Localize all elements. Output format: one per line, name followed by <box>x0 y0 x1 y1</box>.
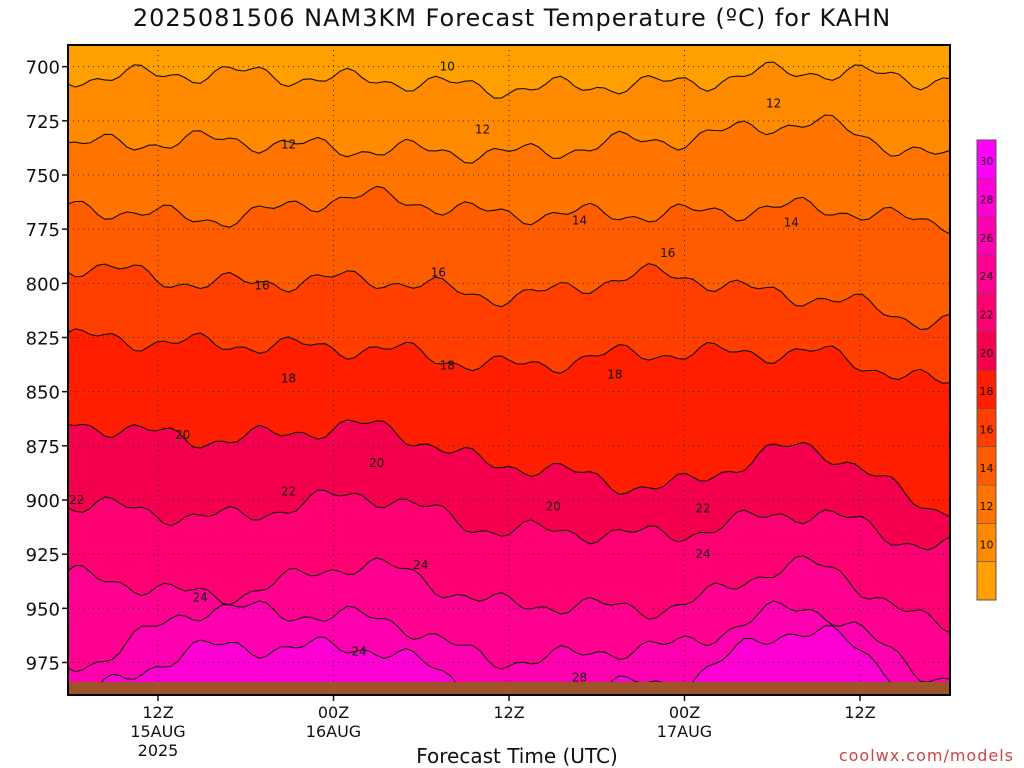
contour-label-18: 18 <box>281 372 296 386</box>
colorbar-tick-14: 14 <box>980 462 994 475</box>
colorbar-swatch <box>977 370 996 409</box>
x-tick-label: 17AUG <box>657 722 712 741</box>
x-tick-label: 15AUG <box>130 722 185 741</box>
contour-label-12: 12 <box>281 138 296 152</box>
temperature-fill-bands <box>68 45 950 696</box>
y-tick-label-925: 925 <box>26 545 60 566</box>
contour-label-22: 22 <box>281 484 296 498</box>
contour-label-12: 12 <box>475 123 490 137</box>
contour-label-20: 20 <box>175 428 190 442</box>
contour-label-16: 16 <box>660 246 675 260</box>
y-tick-label-700: 700 <box>26 58 60 79</box>
contour-label-14: 14 <box>572 214 587 228</box>
x-tick-label: 2025 <box>138 741 179 760</box>
contour-label-24: 24 <box>193 591 208 605</box>
chart-title: 2025081506 NAM3KM Forecast Temperature (… <box>132 4 892 32</box>
x-tick-label: 00Z <box>318 703 349 722</box>
colorbar-tick-28: 28 <box>980 194 994 207</box>
colorbar-swatch <box>977 178 996 218</box>
y-tick-label-825: 825 <box>26 329 60 350</box>
x-tick-label: 12Z <box>493 703 524 722</box>
contour-label-16: 16 <box>254 279 269 293</box>
y-tick-label-775: 775 <box>26 220 60 241</box>
contour-line-22 <box>67 489 951 551</box>
colorbar-swatch <box>977 485 996 524</box>
colorbar-tick-18: 18 <box>980 385 994 398</box>
y-tick-label-725: 725 <box>26 112 60 133</box>
colorbar-swatch <box>977 408 996 448</box>
colorbar-swatch <box>977 255 996 294</box>
terrain-ground <box>68 682 950 695</box>
contour-line-26 <box>67 600 951 683</box>
x-axis-label: Forecast Time (UTC) <box>416 744 618 768</box>
colorbar-swatch <box>977 216 996 256</box>
contour-label-18: 18 <box>607 367 622 381</box>
contour-label-24: 24 <box>695 547 710 561</box>
contour-label-24: 24 <box>351 645 366 659</box>
contour-label-12: 12 <box>766 97 781 111</box>
contour-line-24 <box>67 555 951 634</box>
contour-label-20: 20 <box>369 456 384 470</box>
contour-label-14: 14 <box>784 216 799 230</box>
contour-label-16: 16 <box>431 266 446 280</box>
colorbar-tick-24: 24 <box>980 270 994 283</box>
contour-label-10: 10 <box>440 60 455 74</box>
x-tick-label: 00Z <box>669 703 700 722</box>
contour-line-16 <box>67 263 951 331</box>
grid-lines <box>68 45 950 695</box>
y-tick-label-750: 750 <box>26 166 60 187</box>
colorbar-tick-16: 16 <box>980 424 994 437</box>
colorbar-tick-30: 30 <box>980 155 994 168</box>
y-tick-label-800: 800 <box>26 274 60 295</box>
colorbar-swatch <box>977 331 996 371</box>
y-tick-label-900: 900 <box>26 491 60 512</box>
x-tick-label: 12Z <box>844 703 875 722</box>
x-tick-label: 12Z <box>142 703 173 722</box>
colorbar-tick-20: 20 <box>980 347 994 360</box>
y-tick-label-850: 850 <box>26 383 60 404</box>
contour-line-14 <box>67 185 951 235</box>
colorbar-swatch <box>977 446 996 486</box>
contour-label-28: 28 <box>572 671 587 685</box>
x-tick-label: 16AUG <box>306 722 361 741</box>
y-tick-label-875: 875 <box>26 437 60 458</box>
contour-label-22: 22 <box>69 493 84 507</box>
contour-line-20 <box>67 419 951 518</box>
colorbar-swatch <box>977 523 996 563</box>
contour-label-22: 22 <box>695 502 710 516</box>
colorbar-swatch <box>977 561 996 601</box>
fill-band-28 <box>68 625 950 695</box>
contour-line-12 <box>67 114 951 164</box>
contour-line-10 <box>67 61 951 99</box>
colorbar-tick-22: 22 <box>980 309 994 322</box>
contour-label-20: 20 <box>545 500 560 514</box>
y-axis: 700 725 750 775 800 825 850 875 900 925 950 975 <box>26 58 68 675</box>
contour-label-24: 24 <box>413 558 428 572</box>
y-tick-label-950: 950 <box>26 599 60 620</box>
contour-labels: 10 12 12 12 14 14 16 16 16 18 18 18 20 20 20 22 22 22 24 24… <box>69 60 799 685</box>
terrain-surface <box>68 682 950 695</box>
colorbar-tick-12: 12 <box>980 500 994 513</box>
colorbar-tick-10: 10 <box>980 539 994 552</box>
colorbar: 10 12 14 16 18 20 22 24 26 28 30 <box>976 139 997 601</box>
colorbar-swatch <box>977 293 996 333</box>
watermark-link[interactable]: coolwx.com/models <box>838 746 1014 765</box>
colorbar-tick-26: 26 <box>980 232 994 245</box>
colorbar-swatch <box>977 140 996 179</box>
contour-label-18: 18 <box>440 359 455 373</box>
y-tick-label-975: 975 <box>26 654 60 675</box>
